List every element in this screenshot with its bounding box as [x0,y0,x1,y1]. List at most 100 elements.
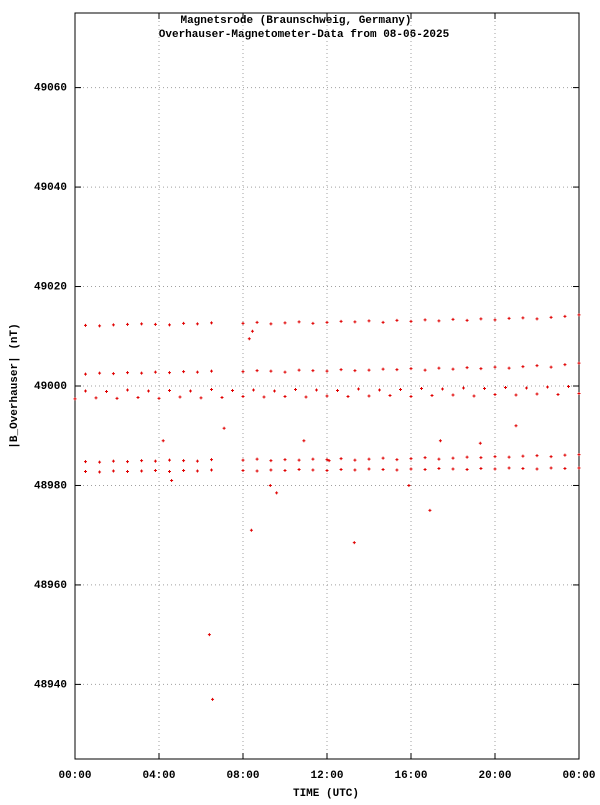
point [549,315,553,319]
point [111,323,115,327]
point [423,318,427,322]
point [161,439,165,443]
point [437,467,441,471]
point [126,371,129,375]
point [428,508,432,512]
point [211,697,215,701]
point [493,318,497,322]
point [153,469,157,473]
point [399,387,402,391]
point [84,372,87,376]
point [535,364,539,368]
point [111,372,115,376]
point [297,368,301,372]
point [302,439,306,443]
point [182,370,186,374]
point [567,384,570,388]
point [126,388,129,392]
point [357,387,360,391]
point [420,386,423,390]
point [199,396,203,400]
point [493,455,497,459]
point [507,366,511,370]
y-axis-label: |B_Overhauser| (nT) [9,323,21,448]
point [465,468,469,472]
point [409,394,413,398]
point [153,322,157,326]
point [535,454,539,458]
point [126,460,129,464]
point [222,426,226,430]
point [252,388,255,392]
point [514,393,518,397]
point [409,367,413,371]
point [168,388,171,392]
point [438,439,442,443]
point [255,320,259,324]
point [423,468,427,472]
point [126,470,129,474]
point [170,478,174,482]
point [283,321,287,325]
point [255,457,259,461]
point [521,316,525,320]
point [168,371,171,375]
point [437,319,441,323]
x-tick-label: 00:00 [58,770,91,782]
point [451,456,455,460]
x-tick-label: 16:00 [394,770,427,782]
point [367,368,371,372]
point [73,397,77,401]
point [189,389,192,393]
point [153,459,157,463]
point [195,459,199,463]
point [381,456,385,460]
point [325,469,329,473]
point [381,367,385,371]
point [126,322,129,326]
point [283,394,287,398]
point [478,441,482,445]
point [535,317,539,321]
point [521,454,525,458]
point [247,337,251,341]
point [325,394,329,398]
point [220,395,224,399]
point [493,392,497,396]
point [395,368,399,372]
point [353,458,357,462]
point [84,470,87,474]
point [195,469,199,473]
point [269,369,273,373]
point [479,456,483,460]
point [210,369,213,373]
point [556,392,560,396]
point [465,366,469,370]
point [111,469,115,473]
point [269,459,273,463]
point [423,456,427,460]
point [315,388,318,392]
point [327,459,331,463]
point [140,371,144,375]
point [241,469,245,473]
point [325,369,329,373]
point [507,316,511,320]
point [250,329,254,333]
point [483,386,486,390]
point [140,469,144,473]
point [479,317,483,321]
chart-subtitle: Overhauser-Magnetometer-Data from 08-06-… [159,29,450,41]
point [325,320,329,324]
x-tick-label: 08:00 [226,770,259,782]
point [311,369,315,373]
point [210,458,213,462]
point [283,458,287,462]
y-tick-label: 48960 [34,580,67,592]
point [451,317,455,321]
point [367,394,371,398]
point [269,322,273,326]
point [336,388,339,392]
